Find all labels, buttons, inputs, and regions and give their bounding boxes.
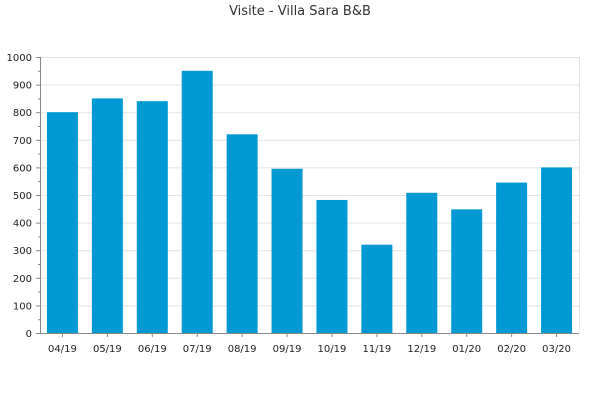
bar-04-19: [46, 112, 78, 333]
y-tick-label: 300: [13, 246, 32, 257]
bar-01-20: [451, 209, 483, 333]
axes: [36, 57, 579, 337]
y-tick-label: 400: [13, 219, 32, 230]
bars: [46, 70, 573, 334]
x-tick-label: 08/19: [228, 344, 257, 355]
x-tick-label: 07/19: [183, 344, 212, 355]
y-tick-label: 0: [26, 329, 32, 340]
x-tick-label: 11/19: [362, 344, 391, 355]
x-tick-label: 12/19: [407, 344, 436, 355]
bar-09-19: [271, 168, 303, 333]
bar-08-19: [226, 134, 258, 333]
bar-02-20: [496, 182, 528, 333]
x-tick-label: 04/19: [48, 344, 77, 355]
bar-06-19: [136, 101, 168, 333]
bar-05-19: [91, 98, 123, 334]
chart-title: Visite - Villa Sara B&B: [229, 4, 371, 19]
y-tick-label: 900: [13, 81, 32, 92]
x-tick-label: 05/19: [93, 344, 122, 355]
x-tick-label: 02/20: [497, 344, 526, 355]
bar-07-19: [181, 70, 213, 334]
bar-12-19: [406, 192, 438, 333]
tick-labels: 0 100 200 300 400 500 600 700 800 900 1000 04/19 05/…: [7, 53, 571, 355]
bar-10-19: [316, 199, 348, 333]
x-tick-label: 10/19: [318, 344, 347, 355]
y-tick-label: 700: [13, 136, 32, 147]
y-tick-label: 100: [13, 301, 32, 312]
x-tick-label: 03/20: [542, 344, 571, 355]
y-tick-label: 200: [13, 274, 32, 285]
grid-lines: [40, 57, 580, 333]
y-tick-label: 800: [13, 108, 32, 119]
bar-11-19: [361, 244, 393, 333]
y-tick-label: 600: [13, 163, 32, 174]
bar-03-20: [541, 167, 573, 333]
y-tick-label: 500: [13, 191, 32, 202]
y-tick-label: 1000: [7, 53, 32, 64]
x-tick-label: 09/19: [273, 344, 302, 355]
x-tick-label: 06/19: [138, 344, 167, 355]
x-tick-label: 01/20: [452, 344, 481, 355]
